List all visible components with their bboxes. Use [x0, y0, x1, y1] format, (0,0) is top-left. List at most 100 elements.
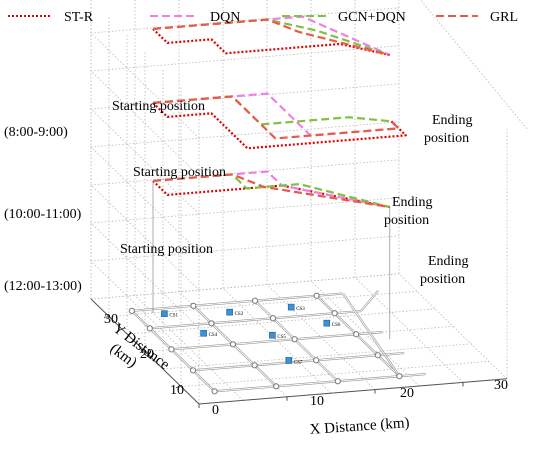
road-node	[189, 367, 197, 374]
x-tick-30: 30	[494, 378, 508, 393]
grid-line	[354, 277, 464, 383]
road-node	[334, 378, 341, 385]
grid-line	[180, 360, 490, 387]
annotations: Starting position Starting position Star…	[112, 99, 472, 287]
charging-station-label: CS2	[235, 312, 244, 317]
series-st-r-route-1	[152, 102, 407, 150]
y-tick-10: 10	[170, 383, 184, 398]
road-segment-inner	[192, 352, 405, 371]
axes-text: 0 10 20 30 10 20 30 X Distance (km) Y Di…	[104, 312, 508, 438]
road-node	[211, 388, 218, 395]
y-tick-mark	[139, 351, 146, 353]
charging-station-icon	[323, 319, 331, 327]
grid-line	[90, 273, 400, 300]
y-tick-mark	[103, 316, 110, 318]
grid-line	[90, 197, 400, 329]
road-segment-inner	[171, 331, 383, 350]
grid-line	[266, 284, 376, 390]
end-label-middle-1: Ending	[392, 195, 432, 210]
series-grl-route-1	[152, 95, 400, 140]
series-dqn-route-0	[152, 170, 391, 209]
legend: ST-R DQN GCN+DQN GRL	[8, 10, 518, 25]
time-label-8-9: (8:00-9:00)	[4, 125, 68, 140]
legend-label-gcn-dqn: GCN+DQN	[338, 10, 406, 25]
x-tick-20: 20	[400, 386, 414, 401]
road-node	[313, 357, 320, 364]
end-label-bottom-1: Ending	[428, 254, 468, 269]
y-tick-30: 30	[104, 312, 118, 327]
y-tick-20: 20	[140, 347, 154, 362]
time-label-12-13: (12:00-13:00)	[4, 279, 82, 294]
road-segment-inner	[214, 373, 426, 392]
start-label-top: Starting position	[112, 99, 205, 114]
road-node	[251, 297, 259, 304]
charging-station-icon	[269, 331, 276, 339]
charging-station-icon	[226, 308, 233, 316]
grid-line	[90, 7, 400, 139]
road-node	[229, 341, 237, 348]
charging-station-label: CS3	[296, 307, 305, 312]
time-label-10-11: (10:00-11:00)	[4, 207, 82, 222]
series-st-r-route-0	[152, 180, 391, 209]
road-node	[374, 352, 381, 359]
grid-line	[134, 295, 244, 401]
road-node	[128, 307, 135, 314]
charging-station-icon	[287, 303, 295, 311]
x-axis-label: X Distance (km)	[309, 415, 410, 438]
charging-station-label: CS4	[209, 333, 218, 338]
road-node	[291, 336, 298, 343]
grid-layer	[90, 0, 528, 408]
charging-station-icon	[200, 329, 207, 337]
road-node	[353, 331, 360, 338]
legend-label-grl: GRL	[490, 10, 518, 25]
grid-line	[90, 45, 400, 177]
end-label-middle-2: position	[384, 213, 429, 228]
legend-label-dqn: DQN	[210, 10, 240, 25]
road-node	[269, 315, 277, 322]
road-network: CS1 CS2 CS3 CS4 CS5 CS6 CS7	[128, 289, 426, 395]
series-st-r-route-2	[152, 28, 391, 57]
road-node	[313, 292, 320, 299]
series-grl-route-2	[152, 18, 391, 57]
charging-station-label: CS6	[332, 323, 341, 328]
grid-line	[90, 121, 400, 253]
road-node	[146, 325, 153, 332]
end-label-top-1: Ending	[432, 113, 472, 128]
road-node	[396, 373, 403, 380]
road-node	[331, 310, 338, 317]
legend-label-st-r: ST-R	[64, 10, 94, 25]
road-node	[168, 346, 175, 353]
charging-station-label: CS5	[277, 335, 286, 340]
grid-line	[126, 308, 436, 335]
charging-station-icon	[285, 357, 293, 364]
road-node	[273, 383, 280, 390]
series-gcn-dqn-route-2	[152, 18, 391, 57]
road-segment-inner	[360, 290, 379, 312]
grid-line	[108, 290, 418, 317]
grid-line	[90, 83, 400, 215]
road-segment-inner	[149, 310, 362, 329]
end-label-bottom-2: position	[420, 272, 465, 287]
end-label-top-2: position	[424, 131, 469, 146]
start-label-middle: Starting position	[133, 165, 226, 180]
road-segment-inner	[342, 293, 400, 377]
start-label-bottom: Starting position	[120, 242, 213, 257]
series-grl-route-0	[152, 173, 390, 209]
series-layer	[152, 15, 407, 340]
charging-station-label: CS1	[169, 314, 178, 319]
charging-station-icon	[161, 310, 168, 317]
grid-line	[162, 343, 472, 370]
x-tick-0: 0	[212, 403, 219, 418]
grid-line	[90, 159, 400, 291]
y-tick-mark	[175, 386, 182, 388]
time-level-labels: (8:00-9:00) (10:00-11:00) (12:00-13:00)	[4, 125, 82, 294]
road-node	[208, 320, 215, 327]
road-node	[251, 362, 258, 369]
road-segment-inner	[131, 293, 344, 312]
road-node	[190, 302, 197, 309]
charging-station-label: CS7	[294, 360, 303, 365]
grid-line	[222, 287, 332, 394]
x-tick-10: 10	[310, 394, 324, 409]
